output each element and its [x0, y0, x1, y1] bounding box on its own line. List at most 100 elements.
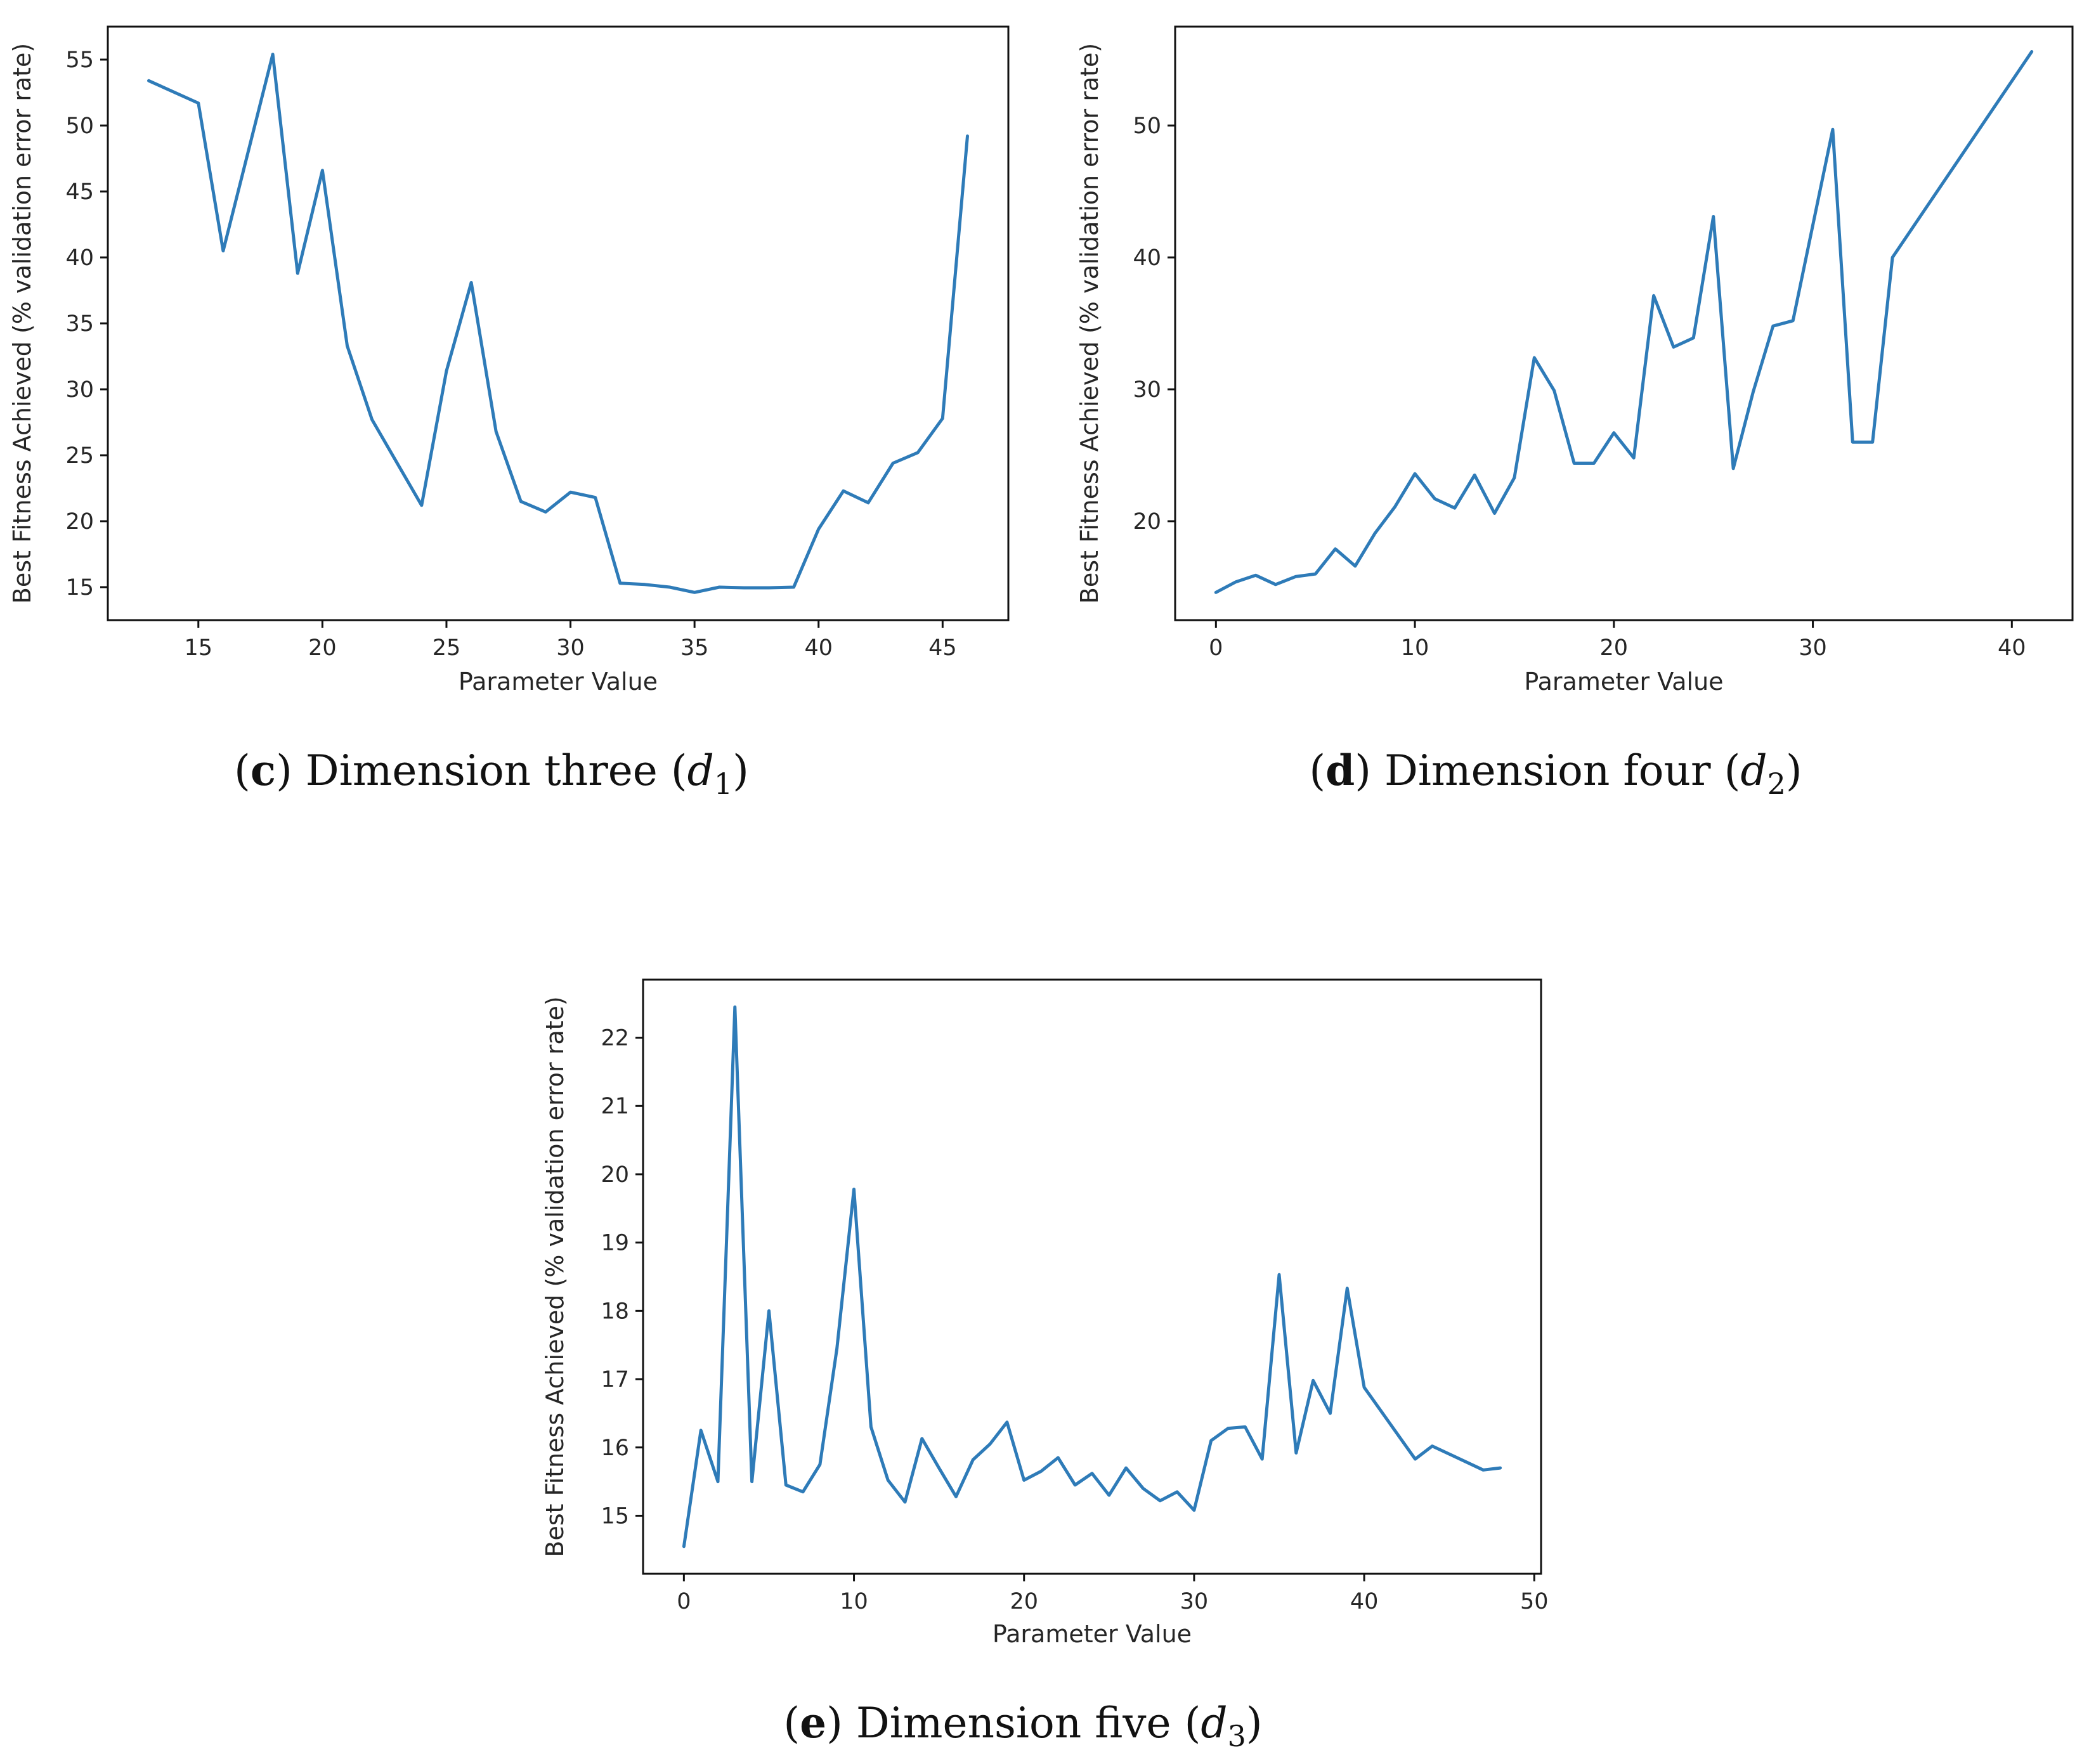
data-point: [818, 1463, 822, 1467]
data-point: [197, 101, 200, 105]
x-tick-label: 40: [1998, 635, 2026, 661]
chart-panel-c: 15 20 25 30 35 40 45 15 20 25 30 35 40 45 50 55 Paramete…: [8, 25, 1010, 801]
data-point: [1158, 1499, 1162, 1503]
data-point: [221, 249, 225, 253]
data-point: [1433, 497, 1436, 501]
data-point: [643, 583, 647, 587]
data-point: [1592, 462, 1596, 465]
data-point: [1552, 389, 1556, 392]
data-point: [1056, 1456, 1060, 1460]
data-point: [920, 1437, 924, 1441]
data-point: [1871, 440, 1875, 444]
data-point: [1632, 456, 1636, 460]
plot-frame: [642, 978, 1542, 1575]
data-point: [1260, 1457, 1264, 1461]
data-point: [966, 134, 970, 138]
data-point: [469, 281, 473, 285]
data-point: [1311, 1378, 1315, 1382]
data-point: [1731, 467, 1735, 470]
data-point: [817, 528, 821, 531]
x-tick-label: 40: [1350, 1589, 1379, 1614]
x-tick-label: 30: [1799, 635, 1827, 661]
data-point: [320, 169, 324, 172]
x-tick-label: 20: [308, 635, 337, 661]
y-tick-label: 20: [1133, 509, 1161, 535]
data-point: [1294, 574, 1298, 578]
data-point: [618, 581, 622, 585]
data-point: [767, 1309, 771, 1313]
y-tick-label: 40: [1133, 245, 1161, 271]
y-axis-label: Best Fitness Achieved (% validation erro…: [541, 996, 569, 1557]
data-point: [519, 500, 523, 503]
data-point: [1413, 472, 1417, 476]
data-point: [954, 1495, 958, 1498]
data-point: [1712, 215, 1715, 219]
x-axis-label: Parameter Value: [459, 668, 658, 696]
y-tick-label: 21: [601, 1094, 629, 1119]
data-point: [750, 1480, 754, 1484]
data-point: [1373, 531, 1377, 535]
data-point: [594, 496, 597, 500]
data-point: [866, 501, 870, 505]
x-tick-label: 0: [677, 1589, 691, 1614]
data-point: [445, 369, 448, 373]
data-point: [569, 490, 573, 494]
x-tick-label: 30: [1180, 1589, 1209, 1614]
data-point: [1572, 462, 1576, 465]
data-point: [1329, 1411, 1332, 1415]
data-point: [940, 417, 944, 420]
x-tick-label: 25: [433, 635, 461, 661]
data-point: [699, 1429, 703, 1432]
x-axis-label: Parameter Value: [1524, 668, 1723, 696]
data-point: [1277, 1273, 1281, 1276]
data-point: [1691, 336, 1695, 340]
data-point: [1243, 1425, 1247, 1429]
data-point: [886, 1478, 890, 1482]
data-point: [1142, 1486, 1145, 1490]
data-point: [1227, 1427, 1230, 1430]
series-line: [682, 1005, 1502, 1548]
y-tick-label: 17: [601, 1367, 629, 1392]
y-tick-label: 19: [601, 1231, 629, 1256]
data-point: [1430, 1444, 1434, 1448]
data-point: [693, 590, 696, 594]
data-point: [296, 271, 299, 275]
y-tick-label: 35: [65, 311, 94, 337]
data-point: [1273, 583, 1277, 587]
data-point: [1175, 1490, 1179, 1494]
data-point: [420, 503, 424, 507]
chart-panel-d: 0 10 20 30 40 20 30 40 50 Parameter Value Best Fit…: [1076, 25, 2074, 801]
data-point: [784, 1483, 788, 1487]
data-point: [717, 585, 721, 589]
data-point: [767, 586, 771, 590]
caption: (e) Dimension five (d3): [783, 1698, 1262, 1753]
data-point: [1353, 564, 1357, 568]
data-point: [1851, 440, 1854, 444]
data-point: [2030, 50, 2034, 54]
data-point: [988, 1442, 992, 1446]
data-point: [1751, 390, 1755, 394]
data-point: [1414, 1457, 1417, 1461]
y-tick-label: 30: [65, 377, 94, 403]
data-point: [852, 1188, 856, 1191]
x-tick-label: 35: [680, 635, 709, 661]
y-tick-label: 55: [65, 48, 94, 73]
caption: (d) Dimension four (d2): [1309, 746, 1802, 801]
data-point: [1345, 1287, 1349, 1290]
y-axis-label: Best Fitness Achieved (% validation erro…: [1076, 43, 1103, 604]
y-tick-label: 20: [601, 1162, 629, 1188]
data-point: [1294, 1451, 1298, 1455]
data-point: [792, 585, 796, 589]
data-point: [1107, 1493, 1111, 1497]
data-point: [1672, 345, 1676, 349]
data-point: [1313, 572, 1317, 576]
data-point: [1393, 505, 1397, 509]
data-point: [1771, 324, 1775, 328]
data-point: [682, 1545, 686, 1548]
data-point: [842, 489, 845, 493]
data-point: [733, 1005, 737, 1009]
y-tick-label: 45: [65, 179, 94, 205]
plot-frame: [1174, 25, 2074, 621]
data-point: [742, 586, 746, 590]
y-tick-label: 15: [601, 1503, 629, 1529]
